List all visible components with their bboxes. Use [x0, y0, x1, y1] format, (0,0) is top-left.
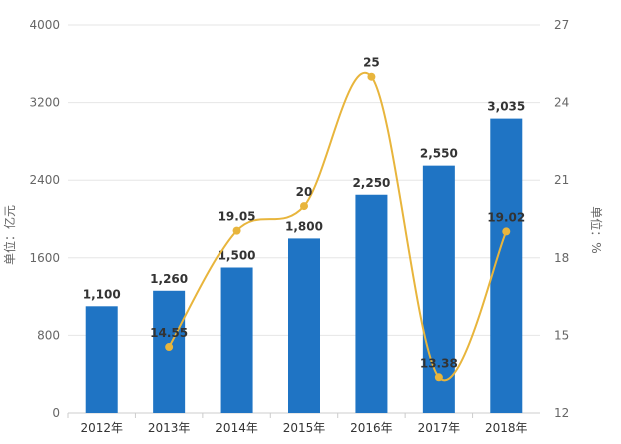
- bar: [153, 290, 186, 413]
- right-axis-title: 单位：%: [589, 206, 604, 253]
- x-tick-label: 2017年: [418, 421, 461, 435]
- bar: [220, 267, 253, 413]
- left-tick-label: 0: [52, 406, 60, 420]
- right-tick-label: 27: [554, 18, 569, 32]
- x-tick-label: 2014年: [215, 421, 258, 435]
- line-value-label: 25: [363, 56, 380, 70]
- line-point: [367, 72, 376, 81]
- right-tick-label: 21: [554, 173, 569, 187]
- x-tick-label: 2012年: [80, 421, 123, 435]
- bar: [85, 306, 118, 413]
- bar-series: 1,100 1,260 1,500 1,800 2,250 2,550 3,035: [83, 100, 525, 413]
- bar-value-label: 1,500: [218, 249, 256, 263]
- right-tick-label: 12: [554, 406, 569, 420]
- bar-value-label: 1,100: [83, 287, 121, 301]
- x-tick-label: 2018年: [485, 421, 528, 435]
- bar-value-label: 1,260: [150, 272, 188, 286]
- right-axis-ticks: 12 15 18 21 24 27: [554, 18, 569, 420]
- bar: [355, 194, 388, 413]
- line-value-label: 20: [296, 185, 313, 199]
- bar-value-label: 1,800: [285, 219, 323, 233]
- bar-value-label: 3,035: [487, 100, 525, 114]
- category-axis: 2012年 2013年 2014年 2015年 2016年 2017年 2018年: [67, 413, 528, 435]
- left-tick-label: 4000: [29, 18, 60, 32]
- bar: [422, 165, 455, 413]
- line-point: [502, 227, 511, 236]
- left-axis-ticks: 0 800 1600 2400 3200 4000: [29, 18, 60, 420]
- line-point: [232, 226, 241, 235]
- line-point: [300, 202, 308, 211]
- line-value-label: 14.55: [150, 326, 188, 340]
- line-value-label: 19.02: [487, 210, 525, 224]
- right-tick-label: 24: [554, 96, 569, 110]
- right-tick-label: 18: [554, 251, 569, 265]
- right-tick-label: 15: [554, 328, 569, 342]
- line-point: [165, 343, 174, 352]
- growth-line: [168, 72, 508, 382]
- line-point: [434, 373, 443, 382]
- left-tick-label: 2400: [29, 173, 60, 187]
- bar-value-label: 2,250: [352, 176, 390, 190]
- x-tick-label: 2013年: [148, 421, 191, 435]
- bar-value-label: 2,550: [420, 147, 458, 161]
- bar: [288, 238, 320, 413]
- x-tick-label: 2015年: [283, 421, 326, 435]
- x-tick-label: 2016年: [350, 421, 393, 435]
- left-axis-title: 单位：亿元: [2, 205, 17, 265]
- line-value-label: 19.05: [218, 210, 256, 224]
- left-tick-label: 3200: [29, 96, 60, 110]
- left-tick-label: 800: [37, 328, 60, 342]
- line-value-label: 13.38: [420, 356, 458, 370]
- line-series: 14.55 19.05 20 25 13.38 19.02: [150, 56, 525, 382]
- left-tick-label: 1600: [29, 251, 60, 265]
